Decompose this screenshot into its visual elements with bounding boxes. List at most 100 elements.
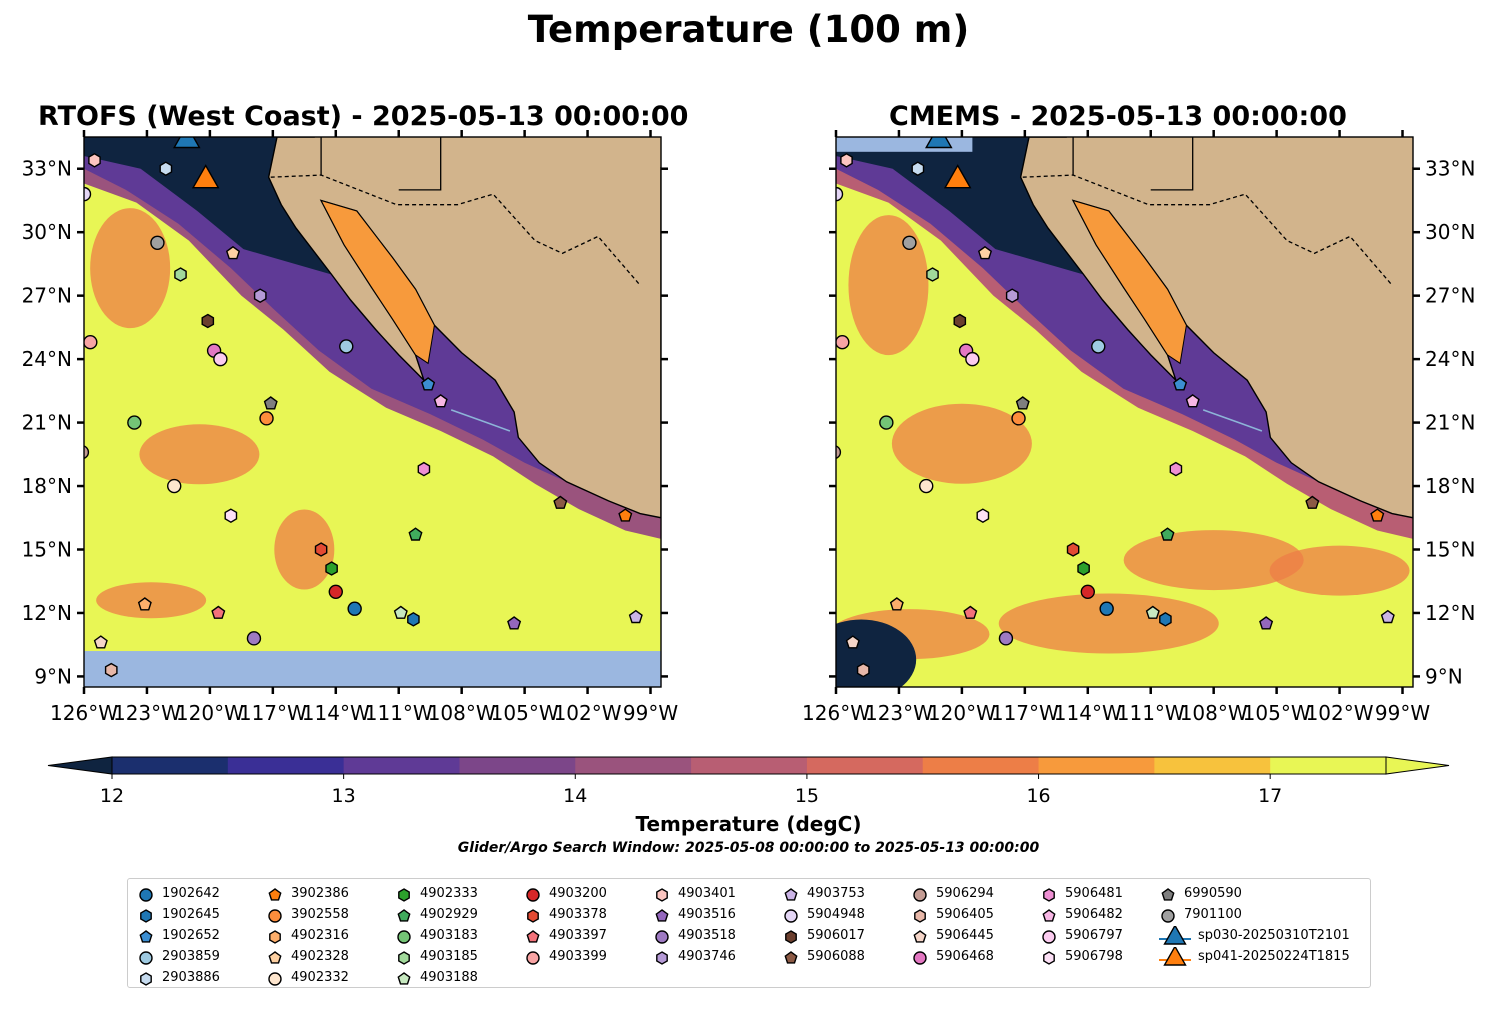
marker-7901100: [902, 235, 917, 250]
sst-warm-patch: [1269, 545, 1410, 596]
legend-symbol: [268, 908, 282, 923]
legend-symbol: [784, 950, 798, 964]
gulf-of-california: [320, 199, 435, 365]
x-tick-label: 111°W: [365, 701, 433, 725]
sst-cold-band: [836, 137, 1319, 482]
legend-label: sp030-20250310T2101: [1198, 928, 1350, 943]
legend-symbol: [1043, 950, 1055, 965]
legend-symbol: [784, 887, 798, 901]
marker-4903518: [246, 631, 262, 646]
legend-entry: 6990590: [1158, 883, 1350, 904]
marker-5906797: [965, 351, 980, 367]
x-tick-label: 114°W: [302, 701, 370, 725]
legend-marker-circle-icon: [139, 887, 153, 902]
legend-symbol: [526, 887, 540, 902]
legend-entry: 5906405: [910, 904, 994, 925]
legend-entry: 5906445: [910, 925, 994, 946]
legend-entry: 7901100: [1158, 904, 1350, 925]
panel-title-cmems: CMEMS - 2025-05-13 00:00:00: [889, 101, 1347, 132]
legend-symbol: [268, 971, 282, 986]
y-tick-label: 24°N: [1425, 347, 1475, 371]
legend-symbol: [655, 929, 669, 944]
marker-5906482: [1185, 394, 1200, 408]
colorbar-segment: [343, 757, 460, 774]
legend-marker-triangle-icon: [1159, 925, 1191, 945]
x-tick-label: 126°W: [50, 701, 118, 725]
sst-warm-patch: [998, 593, 1219, 654]
legend-entry: 1902652: [136, 925, 220, 946]
legend-marker-pentagon-icon: [1042, 908, 1056, 922]
marker-5904948: [836, 186, 844, 202]
marker-4903746: [253, 288, 267, 304]
legend-label: 4903399: [549, 949, 607, 964]
y-tick-label: 27°N: [1425, 284, 1475, 308]
colorbar-segment: [691, 757, 808, 774]
marker-4903188: [393, 605, 408, 619]
legend-symbol: [268, 887, 282, 901]
legend-marker-circle-icon: [784, 908, 798, 923]
legend-label: 1902652: [162, 928, 220, 943]
legend-entry: 4902333: [394, 883, 478, 904]
legend-marker-hexagon-icon: [656, 887, 668, 902]
legend-entry: 4903401: [652, 883, 736, 904]
marker-3902558: [259, 411, 274, 426]
y-tick-label: 9°N: [1425, 664, 1463, 688]
marker-5906482: [433, 394, 448, 408]
marker-5906017: [201, 313, 215, 329]
legend-marker-hexagon-icon: [398, 887, 410, 902]
legend-marker-pentagon-icon: [784, 950, 798, 964]
legend-marker-pentagon-icon: [268, 887, 282, 901]
legend-entry: 4903183: [394, 925, 478, 946]
marker-sp030-20250310T2101: [924, 137, 953, 149]
marker-5906797: [213, 351, 228, 367]
y-tick-label: 18°N: [1425, 474, 1475, 498]
legend-symbol: [655, 908, 669, 922]
x-tick-label: 108°W: [428, 701, 496, 725]
legend-marker-hexagon-icon: [656, 950, 668, 965]
marker-2903859: [1091, 339, 1106, 354]
marker-4902929: [1160, 527, 1175, 541]
no-data-region: [84, 651, 661, 687]
legend-label: 5906088: [807, 949, 865, 964]
river: [1202, 409, 1263, 432]
legend-label: 4903185: [420, 949, 478, 964]
legend-entry: 4902328: [265, 946, 349, 967]
marker-5906088: [1305, 495, 1320, 509]
legend-symbol: [1163, 946, 1187, 966]
figure-title: Temperature (100 m): [527, 8, 970, 51]
legend-entry: 2903859: [136, 946, 220, 967]
legend-entry: 4903516: [652, 904, 736, 925]
y-tick-label: 33°N: [22, 157, 72, 181]
marker-sp041-20250224T1815: [943, 164, 972, 189]
legend-entry: 5906481: [1039, 883, 1123, 904]
legend-entry: 4903188: [394, 967, 478, 988]
marker-2903886: [159, 161, 173, 177]
legend-symbol: [140, 971, 152, 986]
legend-marker-circle-icon: [397, 929, 411, 944]
legend-marker-triangle-icon: [1159, 946, 1191, 966]
legend-label: 4903183: [420, 928, 478, 943]
legend-entry: 5906797: [1039, 925, 1123, 946]
y-tick-label: 12°N: [22, 601, 72, 625]
legend-entry: 5906088: [781, 946, 865, 967]
legend-symbol: [656, 950, 668, 965]
marker-4903753: [1380, 609, 1395, 624]
y-tick-label: 9°N: [34, 664, 72, 688]
legend-column: 4902333 4902929 4903183 4903185 4903188: [394, 883, 478, 988]
legend-marker-pentagon-icon: [268, 950, 282, 964]
legend-entry: 3902558: [265, 904, 349, 925]
legend-label: 4902929: [420, 907, 478, 922]
marker-4903401: [840, 152, 853, 168]
x-tick-label: 105°W: [1243, 701, 1311, 725]
legend-label: 4902316: [291, 928, 349, 943]
legend-column: 5906481 5906482 5906797 5906798: [1039, 883, 1123, 967]
legend-marker-hexagon-icon: [140, 908, 152, 923]
legend-entry: 5904948: [781, 904, 865, 925]
legend-label: 4903401: [678, 886, 736, 901]
y-tick-label: 24°N: [22, 347, 72, 371]
marker-1902645: [1159, 611, 1172, 627]
x-tick-label: 114°W: [1054, 701, 1122, 725]
legend-marker-pentagon-icon: [139, 929, 153, 943]
colorbar-tick-label: 17: [1258, 785, 1282, 807]
